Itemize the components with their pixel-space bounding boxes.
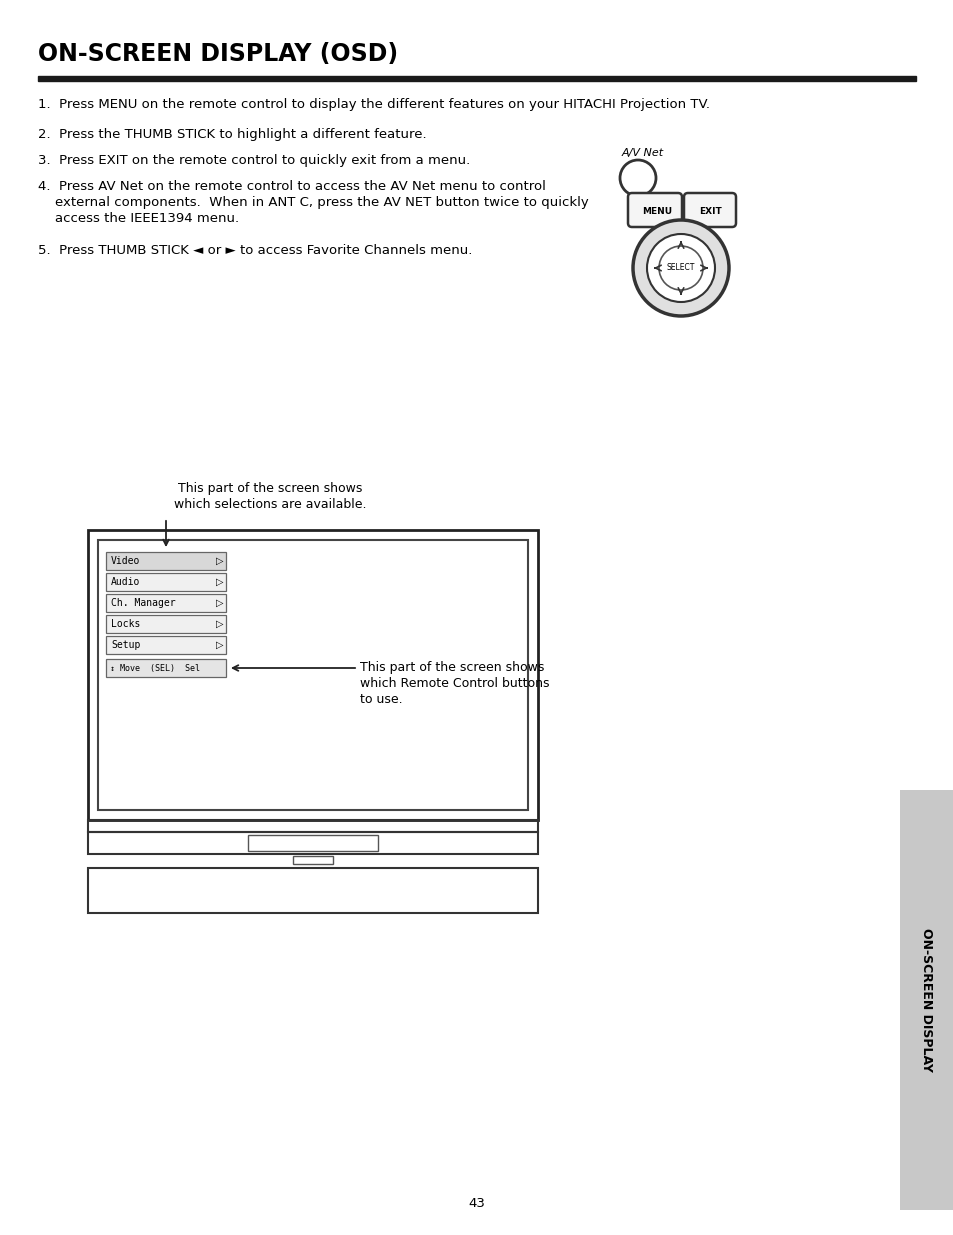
Text: ▷: ▷ — [216, 598, 224, 608]
Text: Video: Video — [111, 556, 140, 566]
Text: which Remote Control buttons: which Remote Control buttons — [359, 677, 549, 690]
FancyBboxPatch shape — [627, 193, 681, 227]
Text: This part of the screen shows: This part of the screen shows — [359, 661, 544, 674]
FancyBboxPatch shape — [683, 193, 735, 227]
Text: A/V Net: A/V Net — [621, 148, 663, 158]
Text: 2.  Press the THUMB STICK to highlight a different feature.: 2. Press the THUMB STICK to highlight a … — [38, 128, 426, 141]
Text: This part of the screen shows: This part of the screen shows — [177, 482, 362, 495]
Text: Ch. Manager: Ch. Manager — [111, 598, 175, 608]
Text: 5.  Press THUMB STICK ◄ or ► to access Favorite Channels menu.: 5. Press THUMB STICK ◄ or ► to access Fa… — [38, 245, 472, 257]
Text: ON-SCREEN DISPLAY (OSD): ON-SCREEN DISPLAY (OSD) — [38, 42, 397, 65]
Text: Locks: Locks — [111, 619, 140, 629]
Text: ↕ Move  (SEL)  Sel: ↕ Move (SEL) Sel — [110, 663, 200, 673]
Text: SELECT: SELECT — [666, 263, 695, 273]
Bar — [88, 868, 537, 913]
Bar — [106, 636, 226, 655]
Bar — [106, 552, 226, 571]
Bar — [899, 790, 953, 1210]
Text: 1.  Press MENU on the remote control to display the different features on your H: 1. Press MENU on the remote control to d… — [38, 98, 709, 111]
Text: 4.  Press AV Net on the remote control to access the AV Net menu to control: 4. Press AV Net on the remote control to… — [38, 180, 545, 193]
Text: ▷: ▷ — [216, 619, 224, 629]
Text: ▷: ▷ — [216, 640, 224, 650]
Text: MENU: MENU — [641, 206, 671, 215]
Text: access the IEEE1394 menu.: access the IEEE1394 menu. — [38, 212, 239, 225]
Bar — [98, 540, 527, 810]
Text: 43: 43 — [468, 1197, 485, 1210]
Bar — [106, 659, 226, 677]
Text: to use.: to use. — [359, 693, 402, 706]
Text: Setup: Setup — [111, 640, 140, 650]
Text: 3.  Press EXIT on the remote control to quickly exit from a menu.: 3. Press EXIT on the remote control to q… — [38, 154, 470, 167]
Text: which selections are available.: which selections are available. — [173, 498, 366, 511]
Text: ▷: ▷ — [216, 577, 224, 587]
Bar — [293, 856, 333, 864]
Circle shape — [633, 220, 728, 316]
Bar — [106, 573, 226, 592]
Bar — [88, 820, 537, 832]
Circle shape — [646, 233, 714, 303]
Bar — [88, 832, 537, 853]
Bar — [106, 615, 226, 634]
Bar — [106, 594, 226, 613]
Bar — [88, 530, 537, 820]
Text: external components.  When in ANT C, press the AV NET button twice to quickly: external components. When in ANT C, pres… — [38, 196, 588, 209]
Text: ▷: ▷ — [216, 556, 224, 566]
Text: Audio: Audio — [111, 577, 140, 587]
Text: EXIT: EXIT — [699, 206, 721, 215]
Bar — [248, 835, 377, 851]
Text: ON-SCREEN DISPLAY: ON-SCREEN DISPLAY — [920, 927, 933, 1072]
Bar — [38, 77, 915, 82]
